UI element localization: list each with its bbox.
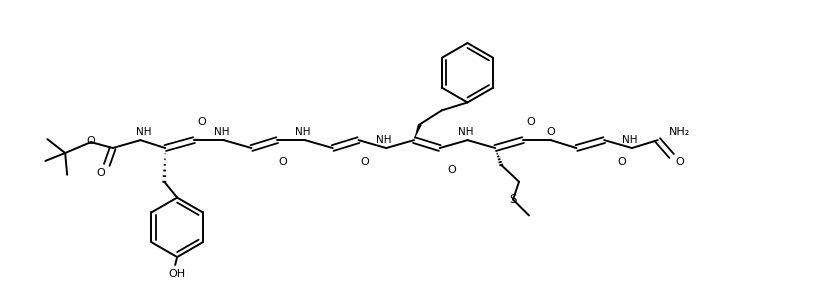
- Text: O: O: [527, 117, 535, 127]
- Text: O: O: [86, 136, 95, 146]
- Text: O: O: [96, 168, 105, 178]
- Polygon shape: [414, 124, 422, 140]
- Text: NH₂: NH₂: [669, 127, 690, 137]
- Text: NH: NH: [214, 127, 229, 137]
- Text: O: O: [447, 165, 456, 175]
- Text: S: S: [510, 193, 517, 206]
- Text: O: O: [675, 157, 684, 167]
- Text: NH: NH: [458, 127, 473, 137]
- Text: O: O: [279, 157, 288, 167]
- Text: O: O: [197, 117, 206, 127]
- Text: NH: NH: [376, 135, 392, 145]
- Text: OH: OH: [169, 269, 186, 279]
- Text: NH: NH: [295, 127, 311, 137]
- Text: O: O: [360, 157, 369, 167]
- Text: O: O: [547, 127, 555, 137]
- Text: NH: NH: [136, 127, 151, 137]
- Text: NH: NH: [622, 135, 638, 145]
- Text: O: O: [617, 157, 626, 167]
